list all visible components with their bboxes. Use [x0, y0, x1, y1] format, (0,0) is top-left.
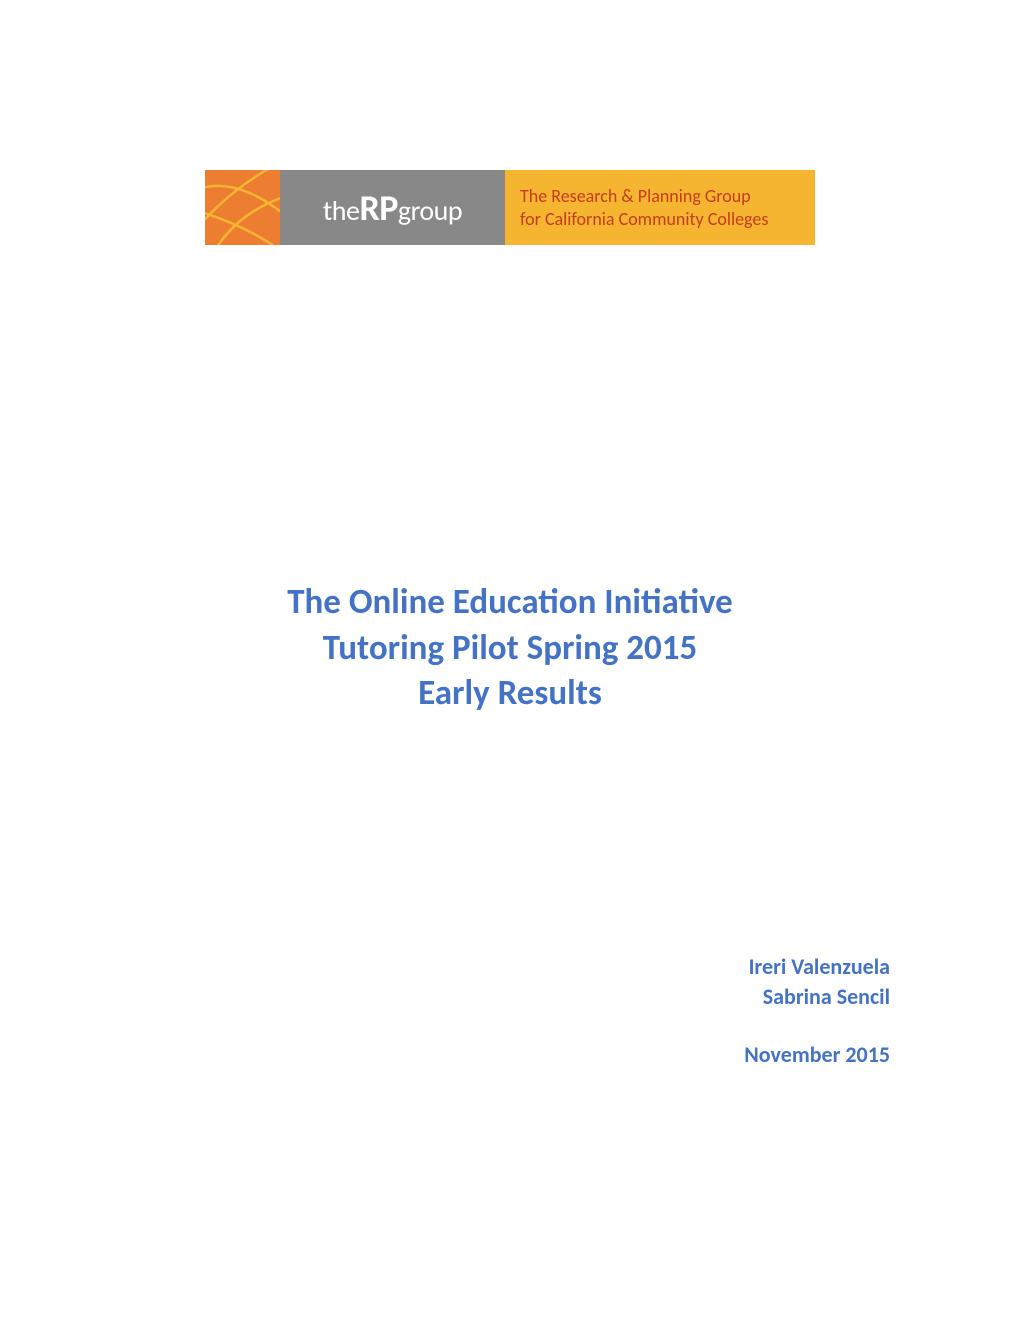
logo-tagline-1: The Research & Planning Group: [520, 185, 815, 208]
logo-text-suffix: group: [398, 193, 462, 228]
date-block: November 2015: [120, 1041, 900, 1068]
author-2: Sabrina Sencil: [120, 982, 890, 1013]
logo-tagline-2: for California Community Colleges: [520, 208, 815, 231]
logo-text: theRPgroup: [323, 186, 462, 230]
title-line-1: The Online Education Initiative: [120, 580, 900, 626]
title-line-2: Tutoring Pilot Spring 2015: [120, 626, 900, 672]
logo-text-prefix: the: [323, 193, 360, 228]
logo-banner: theRPgroup The Research & Planning Group…: [205, 170, 815, 245]
author-1: Ireri Valenzuela: [120, 952, 890, 983]
logo-curves-icon: [205, 170, 280, 245]
title-block: The Online Education Initiative Tutoring…: [120, 580, 900, 717]
logo-orange-square: [205, 170, 280, 245]
authors-block: Ireri Valenzuela Sabrina Sencil: [120, 952, 900, 1014]
date-text: November 2015: [120, 1041, 890, 1068]
logo-text-rp: RP: [359, 186, 397, 230]
document-page: theRPgroup The Research & Planning Group…: [0, 0, 1020, 1320]
logo-yellow-box: The Research & Planning Group for Califo…: [505, 170, 815, 245]
title-line-3: Early Results: [120, 671, 900, 717]
logo-gray-box: theRPgroup: [280, 170, 505, 245]
